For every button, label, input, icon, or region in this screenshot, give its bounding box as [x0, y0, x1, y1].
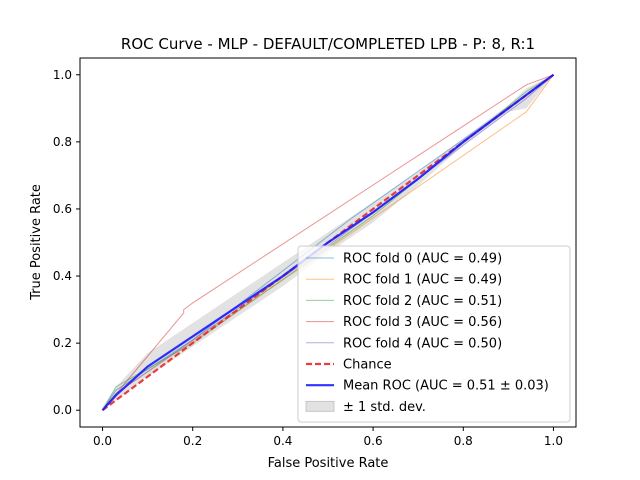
- y-tick-label: 0.6: [53, 202, 72, 216]
- axes-frame: [79, 57, 577, 428]
- x-tick-label: 0.0: [93, 434, 112, 448]
- legend-label: ROC fold 4 (AUC = 0.50): [343, 336, 502, 351]
- y-tick-label: 0.8: [53, 135, 72, 149]
- x-axis-ticks: 0.0 0.2 0.4 0.6 0.8 1.0: [93, 427, 563, 448]
- legend-label: Chance: [343, 358, 392, 373]
- series-line-6: [101, 73, 555, 411]
- legend-label: Mean ROC (AUC = 0.51 ± 0.03): [343, 379, 549, 394]
- x-tick-label: 0.8: [454, 434, 473, 448]
- legend-swatch-band: [305, 400, 335, 412]
- x-axis-label: False Positive Rate: [268, 456, 389, 471]
- legend-label: ROC fold 2 (AUC = 0.51): [343, 294, 502, 309]
- legend: ROC fold 0 (AUC = 0.49) ROC fold 1 (AUC =…: [297, 245, 571, 423]
- y-tick-label: 0.4: [53, 269, 72, 283]
- legend-label: ± 1 std. dev.: [343, 400, 426, 415]
- y-axis-label: True Positive Rate: [29, 184, 44, 301]
- x-tick-label: 0.4: [273, 434, 292, 448]
- legend-box: [297, 245, 571, 423]
- x-tick-label: 0.6: [364, 434, 383, 448]
- x-tick-label: 1.0: [544, 434, 563, 448]
- chart-title: ROC Curve - MLP - DEFAULT/COMPLETED LPB …: [121, 35, 535, 53]
- y-tick-label: 0.0: [53, 403, 72, 417]
- series-line-3: [102, 74, 554, 411]
- y-tick-label: 0.2: [53, 336, 72, 350]
- y-axis-ticks: 0.0 0.2 0.4 0.6 0.8 1.0: [53, 68, 80, 417]
- y-tick-label: 1.0: [53, 68, 72, 82]
- legend-label: ROC fold 3 (AUC = 0.56): [343, 315, 502, 330]
- series-line-2: [102, 74, 554, 411]
- legend-label: ROC fold 1 (AUC = 0.49): [343, 273, 502, 288]
- x-tick-label: 0.2: [183, 434, 202, 448]
- legend-label: ROC fold 0 (AUC = 0.49): [343, 252, 502, 267]
